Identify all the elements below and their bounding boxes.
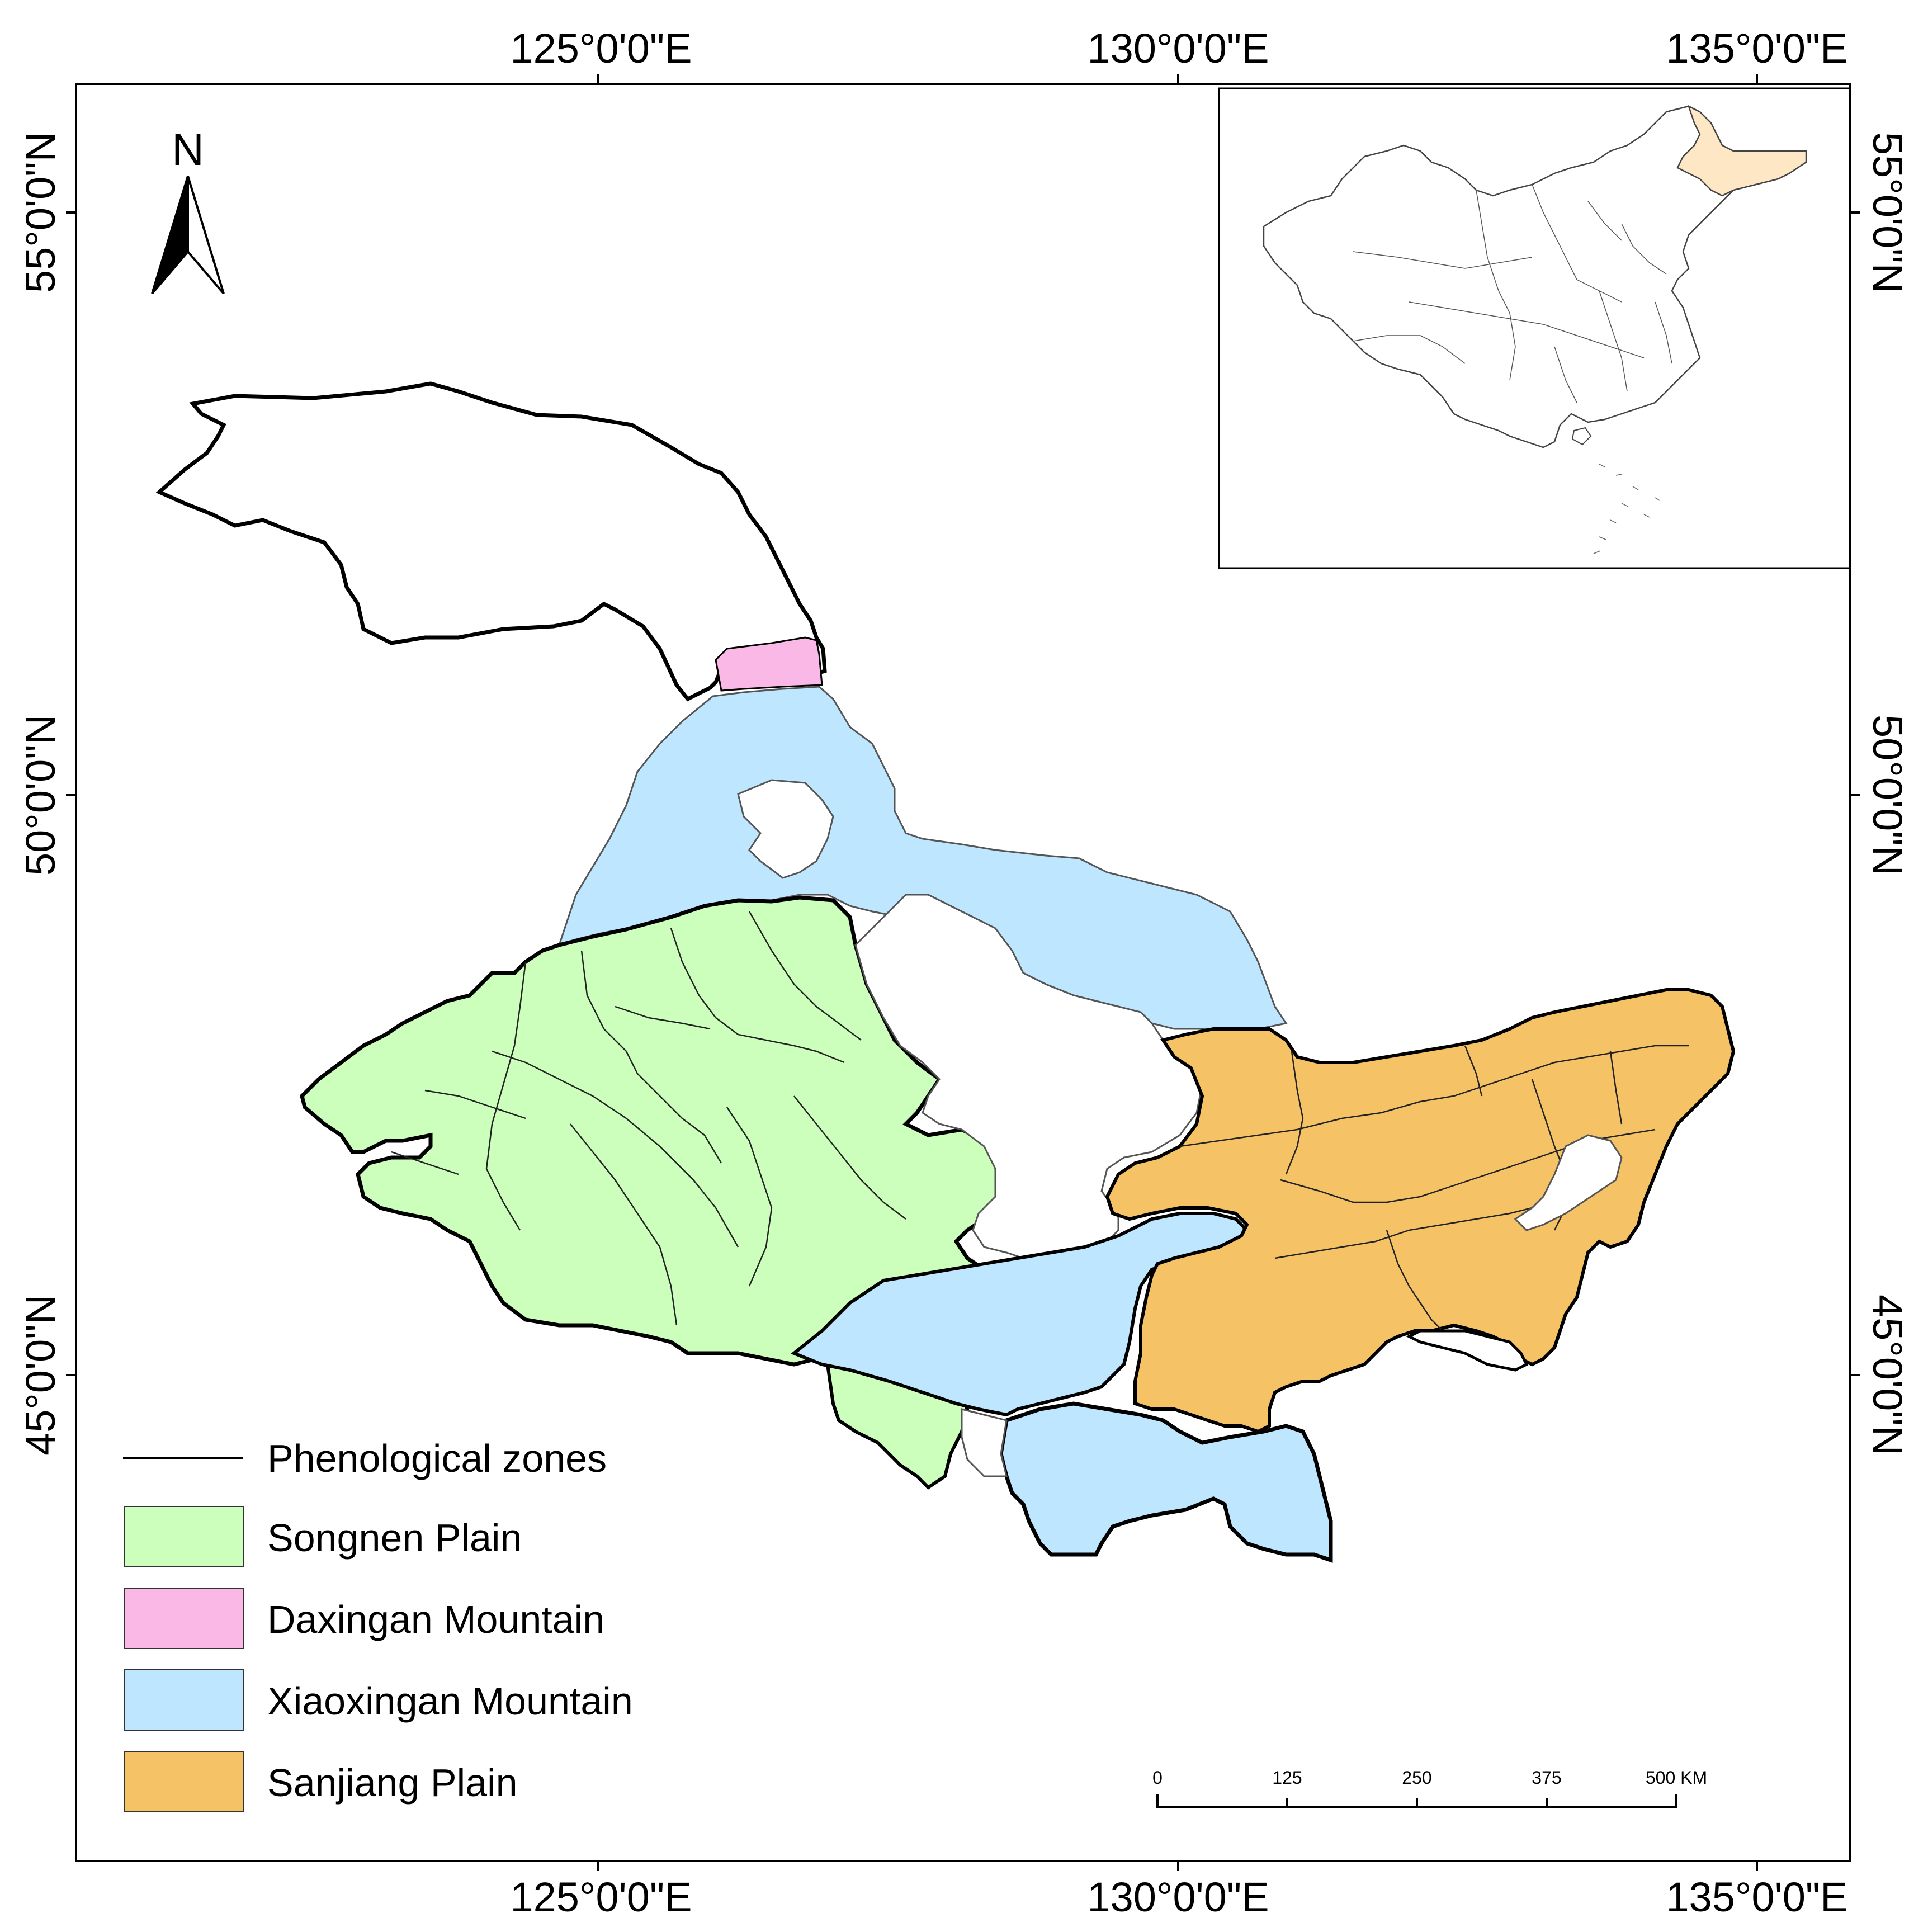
sanjiang-plain-zone xyxy=(1105,988,1736,1434)
top-longitude-label: 130°0'0"E xyxy=(1087,25,1269,72)
bottom-longitude-label: 135°0'0"E xyxy=(1666,1874,1847,1920)
xiaoxingan-mountain-southeast-zone xyxy=(999,1401,1333,1563)
graticule-ticks xyxy=(66,74,1860,1871)
legend-label-xiaoxingan: Xiaoxingan Mountain xyxy=(267,1679,633,1723)
scale-tick-label: 375 xyxy=(1532,1768,1561,1788)
scale-bar: 0 125 250 375 500 KM xyxy=(1152,1768,1707,1808)
scale-tick-label: 125 xyxy=(1272,1768,1302,1788)
legend: Phenological zones Songnen Plain Daxinga… xyxy=(123,1437,633,1812)
sanjiang-southeast-gap xyxy=(1406,1329,1529,1372)
legend-swatch-songnen xyxy=(124,1506,244,1567)
left-latitude-label: 45°0'0"N xyxy=(17,1295,64,1456)
inset-south-sea-islands xyxy=(1593,464,1660,554)
top-longitude-label: 125°0'0"E xyxy=(510,25,692,72)
songnen-plain-zone xyxy=(300,895,1009,1367)
northern-unassigned-area xyxy=(155,381,827,702)
legend-swatch-daxingan xyxy=(124,1588,244,1649)
daxingan-mountain-zone xyxy=(715,636,823,692)
xiaoxingan-interior-gap xyxy=(737,779,834,879)
left-latitude-label: 50°0'0"N xyxy=(17,715,64,876)
left-latitude-label: 55°0'0"N xyxy=(17,132,64,293)
scale-tick-label: 250 xyxy=(1402,1768,1431,1788)
top-longitude-label: 135°0'0"E xyxy=(1666,25,1847,72)
china-outline xyxy=(1263,105,1807,448)
songnen-internal-boundaries xyxy=(391,911,906,1326)
scale-tick-label: 500 KM xyxy=(1646,1768,1707,1788)
legend-swatch-xiaoxingan xyxy=(124,1669,244,1731)
legend-label-phenological-zones: Phenological zones xyxy=(267,1437,607,1480)
scale-tick-label: 0 xyxy=(1152,1768,1163,1788)
inset-heilongjiang-highlight xyxy=(1676,105,1807,197)
bottom-longitude-label: 125°0'0"E xyxy=(510,1874,692,1920)
heilongjiang-region xyxy=(155,381,1736,1563)
right-latitude-label: 50°0'0"N xyxy=(1864,715,1911,876)
north-arrow-label: N xyxy=(172,125,204,174)
right-latitude-label: 55°0'0"N xyxy=(1864,132,1911,293)
central-unassigned-area xyxy=(854,894,1203,1259)
right-latitude-label: 45°0'0"N xyxy=(1864,1295,1911,1456)
legend-swatch-sanjiang xyxy=(124,1751,244,1812)
legend-label-songnen: Songnen Plain xyxy=(267,1516,522,1560)
north-arrow-icon: N xyxy=(151,125,225,295)
map-frame xyxy=(75,83,1851,1862)
inset-hainan xyxy=(1571,427,1592,446)
sanjiang-unassigned-gap xyxy=(1514,1134,1623,1231)
china-province-lines xyxy=(1353,184,1672,403)
bottom-longitude-label: 130°0'0"E xyxy=(1087,1874,1269,1920)
legend-label-sanjiang: Sanjiang Plain xyxy=(267,1761,518,1805)
southern-unassigned-gap xyxy=(961,1408,1008,1477)
legend-label-daxingan: Daxingan Mountain xyxy=(267,1598,604,1641)
inset-map xyxy=(1218,87,1851,569)
